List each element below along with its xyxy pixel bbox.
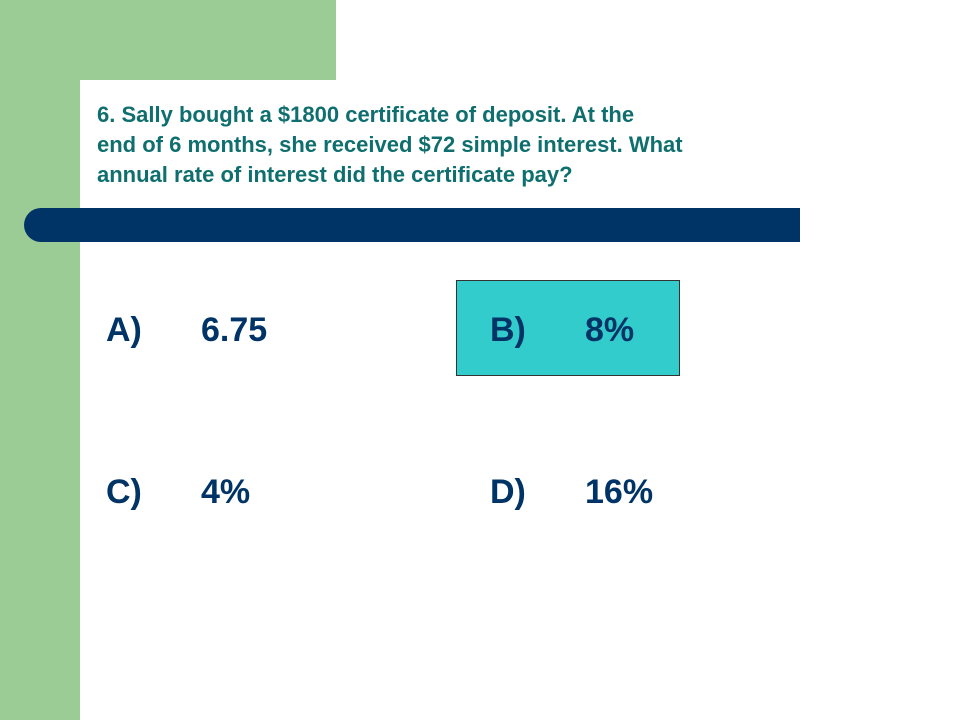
green-sidebar-band <box>0 0 80 720</box>
answer-letter: A) <box>106 311 142 349</box>
answer-letter: D) <box>490 473 526 511</box>
answer-value: 8% <box>585 311 635 349</box>
content-area-corner <box>80 80 140 140</box>
answer-letter: C) <box>106 473 142 511</box>
question-text: 6. Sally bought a $1800 certificate of d… <box>97 102 683 187</box>
answer-letter: B) <box>490 311 526 349</box>
answer-value: 16% <box>585 473 654 511</box>
answer-value: 4% <box>201 473 251 511</box>
answer-value: 6.75 <box>201 311 268 349</box>
title-divider-bar <box>24 208 800 242</box>
green-top-band <box>0 0 336 80</box>
correct-answer-highlight <box>456 280 680 376</box>
